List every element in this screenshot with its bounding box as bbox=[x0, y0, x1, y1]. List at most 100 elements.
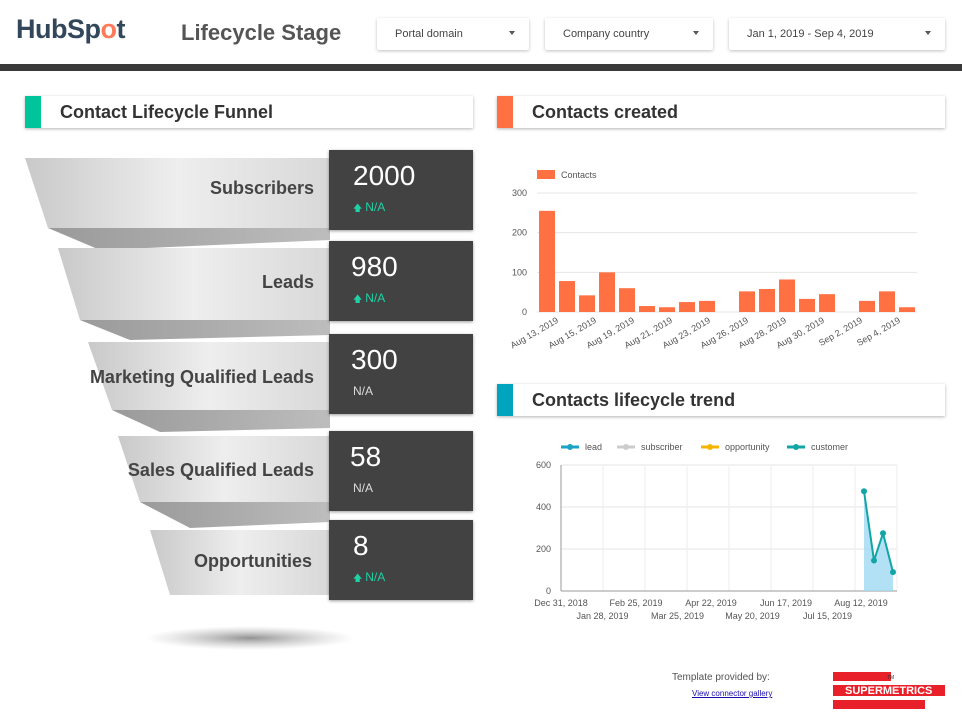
bar bbox=[739, 291, 755, 312]
bar bbox=[579, 295, 595, 312]
metric-delta: N/A bbox=[353, 384, 373, 398]
funnel-band-4-shadow bbox=[140, 502, 330, 528]
x-tick-label: May 20, 2019 bbox=[725, 611, 780, 621]
metric-card-sql: 58 N/A bbox=[329, 431, 473, 511]
bar bbox=[879, 291, 895, 312]
bar bbox=[779, 279, 795, 312]
metric-delta-text: N/A bbox=[365, 570, 386, 584]
funnel-title: Contact Lifecycle Funnel bbox=[60, 102, 274, 122]
chevron-down-icon bbox=[925, 31, 931, 35]
contacts-created-header: Contacts created bbox=[497, 96, 945, 128]
logo-part-a: HubSp bbox=[16, 14, 101, 44]
bar bbox=[539, 210, 555, 312]
bar bbox=[899, 307, 915, 312]
series-area bbox=[864, 491, 893, 591]
company-country-label: Company country bbox=[563, 28, 650, 40]
date-range-label: Jan 1, 2019 - Sep 4, 2019 bbox=[747, 28, 874, 40]
legend-label: opportunity bbox=[725, 442, 770, 452]
lifecycle-trend-chart: lead subscriber opportunity customer 0 200 40… bbox=[534, 442, 898, 621]
x-tick-label: Apr 22, 2019 bbox=[685, 598, 737, 608]
bar bbox=[659, 307, 675, 312]
legend-marker bbox=[793, 444, 799, 450]
stage-label-subscribers: Subscribers bbox=[209, 178, 314, 198]
y-tick-label: 600 bbox=[536, 460, 551, 470]
funnel-band-5 bbox=[150, 530, 330, 595]
legend-label: lead bbox=[585, 442, 602, 452]
view-connector-gallery-link[interactable]: View connector gallery bbox=[692, 689, 773, 698]
y-tick-label: 100 bbox=[512, 267, 527, 277]
bar bbox=[599, 272, 615, 312]
funnel-band-1-shadow bbox=[48, 228, 330, 250]
company-country-filter[interactable]: Company country bbox=[545, 18, 713, 50]
bar bbox=[799, 298, 815, 312]
metric-delta-text: N/A bbox=[353, 481, 374, 495]
supermetrics-tm: TM bbox=[887, 675, 894, 681]
bar bbox=[759, 288, 775, 312]
supermetrics-logo: SUPERMETRICS TM bbox=[833, 672, 945, 709]
series-point bbox=[871, 557, 877, 564]
header-divider bbox=[0, 64, 962, 71]
x-tick-label: Sep 4, 2019 bbox=[855, 315, 902, 348]
metric-card-subscribers: 2000 🡅 N/A bbox=[329, 150, 473, 230]
chevron-down-icon bbox=[693, 31, 699, 35]
date-range-filter[interactable]: Jan 1, 2019 - Sep 4, 2019 bbox=[729, 18, 945, 50]
legend-marker bbox=[623, 444, 629, 450]
hubspot-logo: HubSpot bbox=[16, 14, 125, 45]
bar bbox=[639, 306, 655, 312]
bar bbox=[559, 281, 575, 312]
legend-label: subscriber bbox=[641, 442, 683, 452]
funnel-section-header: Contact Lifecycle Funnel bbox=[25, 96, 473, 128]
portal-domain-filter[interactable]: Portal domain bbox=[377, 18, 529, 50]
logo-sprocket: o bbox=[100, 14, 118, 44]
lifecycle-trend-header: Contacts lifecycle trend bbox=[497, 384, 945, 416]
arrow-up-icon: 🡅 bbox=[353, 573, 363, 583]
metric-delta-text: N/A bbox=[365, 291, 386, 305]
x-tick-label: Jul 15, 2019 bbox=[803, 611, 852, 621]
legend-marker bbox=[707, 444, 713, 450]
y-tick-label: 300 bbox=[512, 188, 527, 198]
x-tick-label: Jan 28, 2019 bbox=[576, 611, 628, 621]
metric-delta: 🡅 N/A bbox=[353, 291, 385, 308]
y-tick-label: 200 bbox=[536, 544, 551, 554]
metric-delta-text: N/A bbox=[353, 384, 374, 398]
stage-label-mql: Marketing Qualified Leads bbox=[89, 367, 314, 387]
y-tick-label: 0 bbox=[522, 307, 527, 317]
x-tick-label: Jun 17, 2019 bbox=[760, 598, 812, 608]
funnel-graphic bbox=[25, 158, 355, 650]
funnel-band-1 bbox=[25, 158, 330, 228]
stage-label-leads: Leads bbox=[261, 272, 314, 292]
legend-marker bbox=[567, 444, 573, 450]
metric-value: 8 bbox=[353, 530, 369, 561]
page-title: Lifecycle Stage bbox=[181, 20, 342, 45]
funnel-band-4 bbox=[118, 436, 330, 502]
x-tick-label: Dec 31, 2018 bbox=[534, 598, 588, 608]
funnel-band-2 bbox=[58, 248, 330, 320]
bar bbox=[859, 300, 875, 312]
funnel-band-2-shadow bbox=[80, 320, 330, 340]
series-point bbox=[880, 530, 886, 537]
metric-card-opportunities: 8 🡅 N/A bbox=[329, 520, 473, 600]
metric-delta: N/A bbox=[353, 481, 373, 495]
metric-delta-text: N/A bbox=[365, 200, 386, 214]
logo-part-c: t bbox=[116, 14, 126, 44]
supermetrics-logo-text: SUPERMETRICS bbox=[845, 685, 932, 697]
metric-delta: 🡅 N/A bbox=[353, 570, 385, 587]
chevron-down-icon bbox=[509, 31, 515, 35]
portal-domain-label: Portal domain bbox=[395, 28, 463, 40]
series-line bbox=[863, 491, 894, 573]
x-tick-label: Mar 25, 2019 bbox=[651, 611, 704, 621]
section-accent bbox=[497, 96, 513, 128]
arrow-up-icon: 🡅 bbox=[353, 203, 363, 213]
stage-label-sql: Sales Qualified Leads bbox=[127, 460, 314, 480]
y-tick-label: 400 bbox=[536, 502, 551, 512]
legend-label-contacts: Contacts bbox=[561, 170, 597, 180]
arrow-up-icon: 🡅 bbox=[353, 294, 363, 304]
stage-label-opportunities: Opportunities bbox=[194, 551, 312, 571]
header: HubSpot Lifecycle Stage Portal domain Co… bbox=[0, 0, 962, 64]
funnel-band-3-shadow bbox=[112, 410, 330, 432]
metric-card-mql: 300 N/A bbox=[329, 334, 473, 414]
metric-card-leads: 980 🡅 N/A bbox=[329, 241, 473, 321]
x-tick-label: Feb 25, 2019 bbox=[609, 598, 662, 608]
legend-label: customer bbox=[811, 442, 848, 452]
